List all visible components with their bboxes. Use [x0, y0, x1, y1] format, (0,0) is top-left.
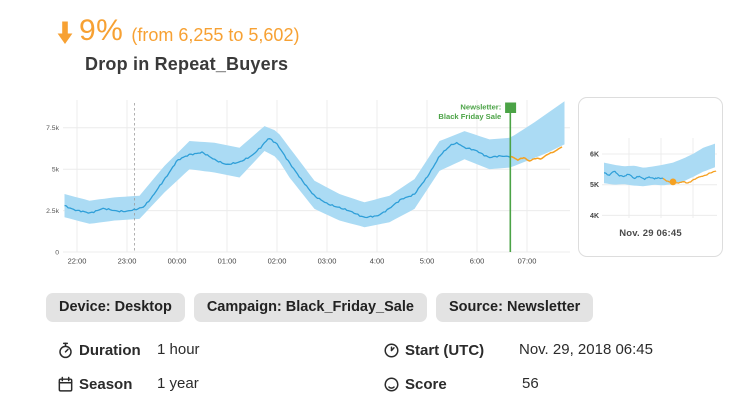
- meta-score: Score: [383, 374, 447, 394]
- mini-confidence-band: [604, 143, 715, 187]
- meta-season-label: Season: [79, 375, 133, 393]
- header: 9% (from 6,255 to 5,602) Drop in Repeat_…: [57, 14, 299, 75]
- badge-source[interactable]: Source: Newsletter: [435, 293, 594, 322]
- mini-actual-line: [604, 170, 664, 181]
- svg-text:0: 0: [55, 249, 59, 256]
- confidence-band: [64, 101, 565, 228]
- calendar-icon: [58, 376, 73, 392]
- svg-text:4K: 4K: [590, 213, 599, 220]
- meta-start: Start (UTC): [383, 340, 484, 360]
- svg-text:6K: 6K: [590, 151, 599, 158]
- anomaly-dot: [669, 178, 677, 186]
- meta-season: Season: [57, 374, 132, 394]
- mini-chart-timestamp: Nov. 29 06:45: [619, 228, 682, 239]
- actual-line: [64, 138, 511, 219]
- svg-text:5k: 5k: [52, 167, 60, 174]
- svg-text:22:00: 22:00: [68, 257, 87, 266]
- meta-start-label: Start (UTC): [405, 341, 485, 359]
- meta-duration: Duration: [57, 340, 141, 360]
- mini-chart-box[interactable]: 6K 5K 4K Nov. 29 06:45: [578, 97, 723, 257]
- svg-text:02:00: 02:00: [268, 257, 287, 266]
- down-arrow-icon: [57, 21, 73, 44]
- meta-start-value: Nov. 29, 2018 06:45: [519, 341, 653, 358]
- svg-text:01:00: 01:00: [218, 257, 237, 266]
- svg-text:00:00: 00:00: [168, 257, 187, 266]
- event-marker[interactable]: [505, 102, 517, 114]
- svg-text:7.5k: 7.5k: [46, 125, 59, 132]
- badge-device[interactable]: Device: Desktop: [46, 293, 185, 322]
- svg-text:Black Friday Sale: Black Friday Sale: [438, 112, 501, 121]
- stopwatch-icon: [59, 342, 72, 358]
- mini-chart[interactable]: 6K 5K 4K: [579, 98, 722, 226]
- meta-season-value: 1 year: [157, 375, 199, 392]
- dimension-badges: Device: Desktop Campaign: Black_Friday_S…: [46, 293, 594, 322]
- event-label: Newsletter:: [460, 103, 501, 112]
- meta-duration-label: Duration: [79, 341, 141, 359]
- gauge-icon: [384, 376, 399, 392]
- clock-icon: [384, 342, 399, 358]
- delta-percent: 9%: [79, 14, 124, 47]
- delta-range: (from 6,255 to 5,602): [131, 25, 300, 45]
- svg-text:07:00: 07:00: [518, 257, 537, 266]
- meta-score-value: 56: [522, 375, 539, 392]
- badge-campaign[interactable]: Campaign: Black_Friday_Sale: [193, 293, 427, 322]
- anomaly-title: Drop in Repeat_Buyers: [85, 54, 289, 74]
- meta-duration-value: 1 hour: [157, 341, 200, 358]
- svg-text:23:00: 23:00: [118, 257, 137, 266]
- main-chart[interactable]: 0 2.5k 5k 7.5k 22:00 23:00 00:00 01:00 02:00 03:0…: [45, 95, 575, 275]
- svg-text:6:00: 6:00: [470, 257, 485, 266]
- svg-text:4:00: 4:00: [370, 257, 385, 266]
- anomaly-line: [510, 146, 563, 162]
- svg-text:5K: 5K: [590, 182, 599, 189]
- meta-score-label: Score: [405, 375, 447, 393]
- svg-text:2.5k: 2.5k: [46, 208, 59, 215]
- svg-text:5:00: 5:00: [420, 257, 435, 266]
- svg-text:03:00: 03:00: [318, 257, 337, 266]
